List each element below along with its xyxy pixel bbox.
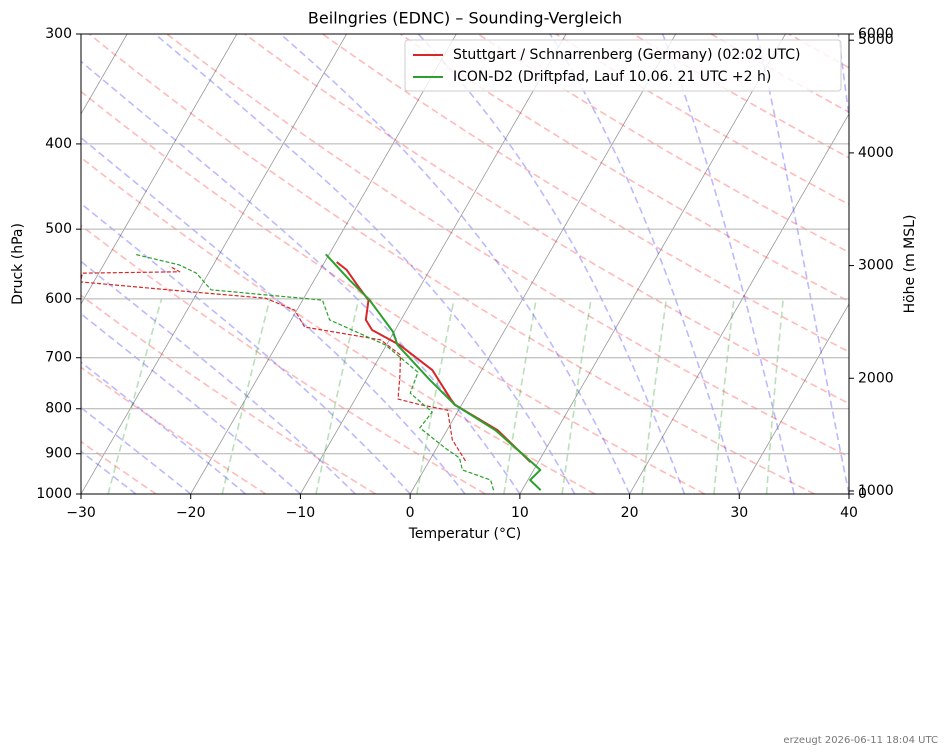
y-tick-label: 800 [45,401,72,417]
isotherm [190,34,457,494]
dry-adiabat [81,224,486,494]
y2-tick-label: 6000 [858,26,894,42]
moist-adiabat [756,34,849,494]
dry-adiabat [399,34,849,303]
y-tick-label: 500 [45,221,72,237]
isotherm [300,34,567,494]
y2-tick-label: 0 [858,486,867,502]
x-tick-label: 20 [621,505,639,521]
isotherm [738,303,849,494]
mixing-ratio-line [561,298,592,494]
dry-adiabat [81,440,157,494]
legend-label: Stuttgart / Schnarrenberg (Germany) (02:… [453,47,800,63]
mixing-ratio-line [713,298,735,494]
y-tick-label: 900 [45,446,72,462]
dry-adiabat [322,34,849,353]
dry-adiabat [633,34,849,159]
y2-tick-label: 2000 [858,370,894,386]
isotherm [81,34,128,115]
dry-adiabat [555,34,849,206]
y2-tick-label: 5000 [858,32,894,48]
dewpoint-line [134,253,495,491]
dry-adiabat [81,156,596,494]
x-tick-label: −30 [66,505,96,521]
x-tick-label: −20 [176,505,206,521]
moist-adiabat [81,60,521,494]
y2-tick-label: 4000 [858,145,894,161]
x-tick-label: 30 [730,505,748,521]
moist-adiabat [417,34,686,494]
y-tick-label: 300 [45,26,72,42]
y2-axis-label: Höhe (m MSL) [902,215,918,314]
moist-adiabat [81,260,356,494]
background-lines [81,34,948,494]
x-tick-label: −10 [286,505,316,521]
mixing-ratio-line [641,298,668,494]
chart-title: Beilngries (EDNC) – Sounding-Vergleich [308,9,622,28]
footer: erzeugt 2026-06-11 18:04 UTC [783,735,938,746]
dry-adiabat [945,34,948,494]
mixing-ratio-line [416,298,455,494]
mixing-ratio-line [221,298,271,494]
y-tick-label: 1000 [36,486,72,502]
isotherm [629,113,849,494]
mixing-ratio-line [503,298,538,494]
moist-adiabat [154,34,576,494]
dry-adiabat [88,34,815,494]
moist-adiabat [279,34,631,494]
y-tick-label: 400 [45,136,72,152]
moist-adiabat [661,34,795,494]
dry-adiabat [244,34,849,405]
profiles [81,253,542,491]
y-tick-label: 600 [45,291,72,307]
legend-box [404,39,842,92]
y2-tick-label: 3000 [858,258,894,274]
x-tick-label: 40 [840,505,858,521]
moist-adiabat [81,202,411,494]
isotherm [81,34,238,305]
legend: Stuttgart / Schnarrenberg (Germany) (02:… [404,39,842,92]
plot-frame [80,33,850,495]
dry-adiabat [477,34,849,254]
dry-adiabat [166,34,849,458]
y-tick-label: 700 [45,350,72,366]
y2-tick-label: 1000 [858,483,894,499]
isotherm [81,34,347,494]
legend-label: ICON-D2 (Driftpfad, Lauf 10.06. 21 UTC +… [453,69,771,85]
moist-adiabat [81,136,466,494]
isotherm [519,34,786,494]
mixing-ratio-line [315,298,360,494]
x-axis-label: Temperatur (°C) [408,526,522,542]
moist-adiabat [81,361,247,494]
y-axis-label: Druck (hPa) [10,223,26,305]
mixing-ratio-line [765,298,785,494]
temperature-line [336,261,532,463]
isotherm [409,34,677,494]
dry-adiabat [81,294,376,494]
temperature-line [325,253,542,491]
dry-adiabat [81,90,706,494]
x-tick-label: 10 [511,505,529,521]
moist-adiabat [81,312,301,494]
x-tick-label: 0 [406,505,415,521]
moist-adiabat [549,34,741,494]
